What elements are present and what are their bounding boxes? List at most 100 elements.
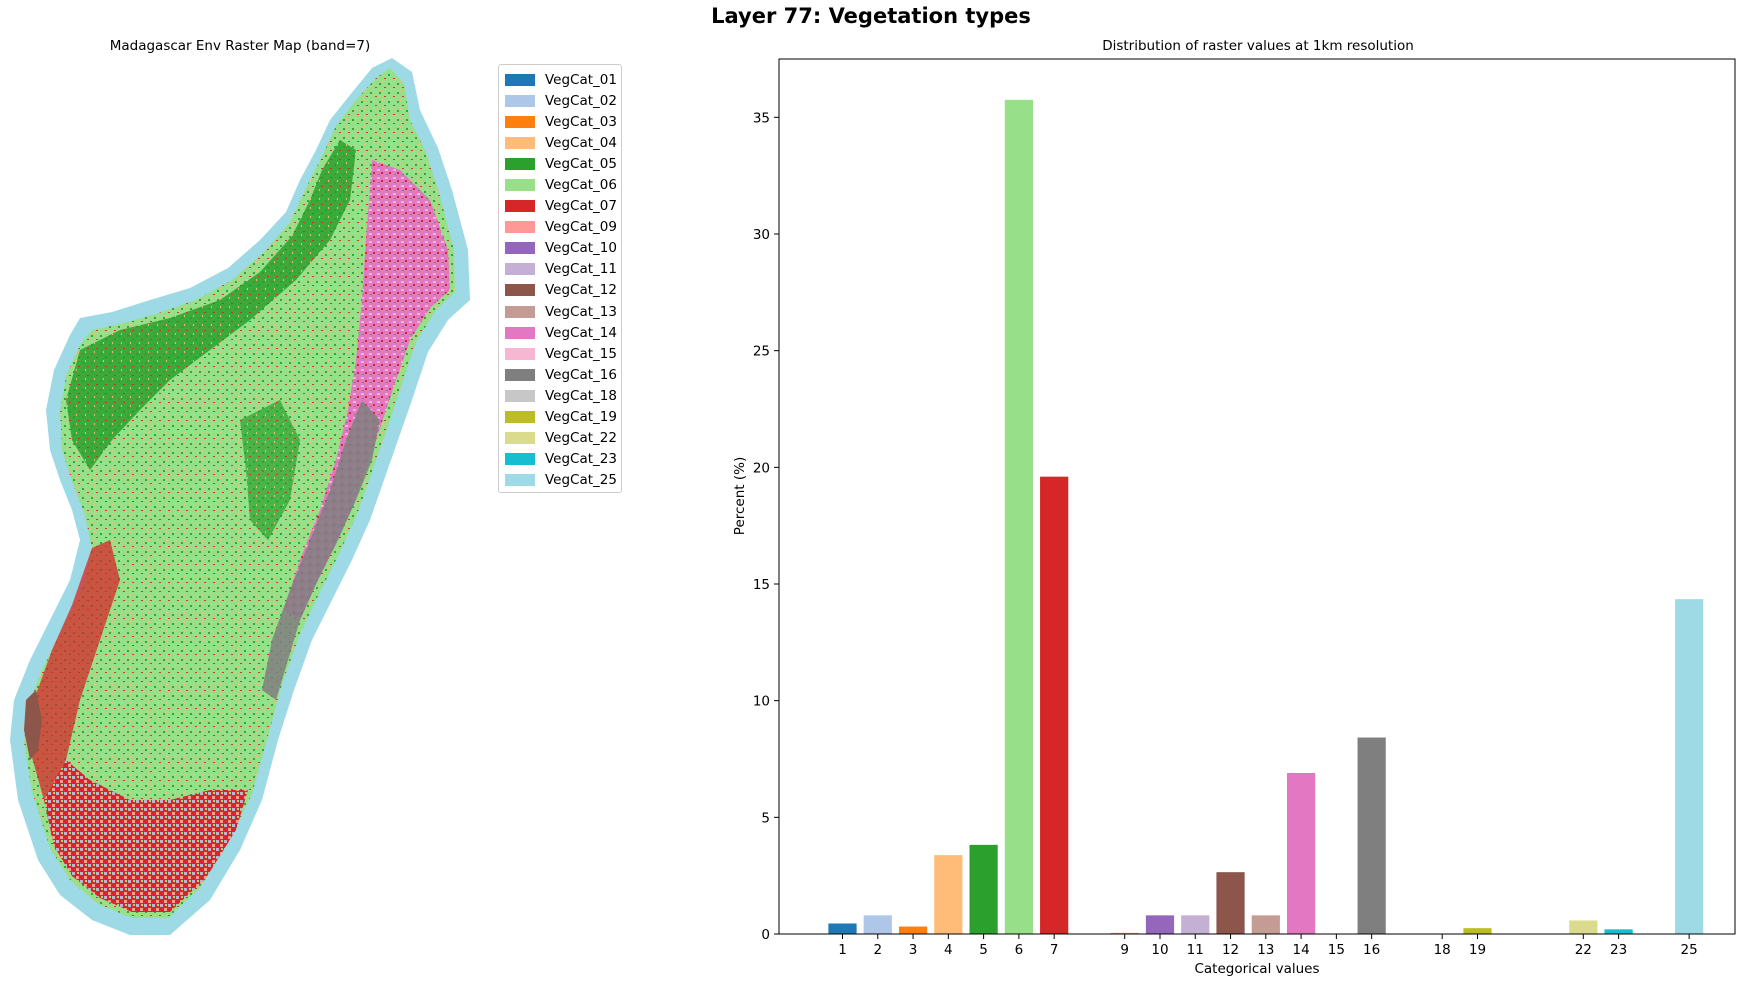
legend-swatch	[505, 157, 535, 170]
legend-item: VegCat_13	[505, 301, 621, 322]
legend-label: VegCat_12	[545, 282, 617, 299]
bar-22	[1569, 920, 1598, 934]
legend-swatch	[505, 389, 535, 402]
legend-label: VegCat_09	[545, 219, 617, 236]
legend-label: VegCat_05	[545, 155, 617, 172]
bar-4	[934, 855, 963, 934]
bar-7	[1040, 476, 1069, 934]
y-axis-label: Percent (%)	[732, 457, 748, 535]
bar-5	[969, 844, 998, 934]
x-tick-label: 9	[1120, 942, 1129, 958]
y-tick-label: 0	[761, 927, 770, 943]
x-axis-label: Categorical values	[1194, 961, 1319, 977]
legend-item: VegCat_07	[505, 196, 621, 217]
vegetation-map	[10, 58, 470, 935]
x-tick-label: 10	[1151, 942, 1168, 958]
legend-swatch	[505, 136, 535, 149]
x-tick-label: 19	[1469, 942, 1486, 958]
y-tick-label: 25	[753, 344, 770, 360]
legend-item: VegCat_03	[505, 111, 621, 132]
legend-swatch	[505, 94, 535, 107]
legend-label: VegCat_10	[545, 240, 617, 257]
legend-swatch	[505, 200, 535, 213]
x-tick-label: 13	[1257, 942, 1274, 958]
x-tick-label: 22	[1575, 942, 1592, 958]
x-tick-label: 18	[1434, 942, 1451, 958]
legend-label: VegCat_18	[545, 387, 617, 404]
bar-14	[1286, 773, 1316, 934]
legend-item: VegCat_06	[505, 174, 621, 195]
map-east-grey	[262, 400, 380, 700]
figure-title: Layer 77: Vegetation types	[711, 4, 1031, 28]
legend-item: VegCat_14	[505, 322, 621, 343]
legend-swatch	[505, 347, 535, 360]
y-tick-label: 35	[753, 110, 770, 126]
legend-item: VegCat_11	[505, 259, 621, 280]
legend-swatch	[505, 453, 535, 466]
legend-label: VegCat_01	[545, 71, 617, 88]
x-tick-label: 6	[1015, 942, 1024, 958]
legend-label: VegCat_14	[545, 324, 617, 341]
legend-label: VegCat_13	[545, 303, 617, 320]
map-legend: VegCat_01 VegCat_02 VegCat_03 VegCat_04 VegC…	[498, 64, 622, 493]
map-mixed-texture	[24, 68, 455, 918]
legend-swatch	[505, 221, 535, 234]
legend-label: VegCat_11	[545, 261, 617, 278]
legend-label: VegCat_03	[545, 113, 617, 130]
legend-swatch	[505, 368, 535, 381]
legend-swatch	[505, 115, 535, 128]
x-tick-label: 16	[1363, 942, 1380, 958]
legend-item: VegCat_22	[505, 428, 621, 449]
x-tick-label: 14	[1293, 942, 1310, 958]
bar-13	[1251, 915, 1280, 934]
x-tick-label: 7	[1050, 942, 1059, 958]
map-brown-patch	[24, 690, 42, 760]
legend-swatch	[505, 411, 535, 424]
bar-9	[1110, 932, 1139, 934]
legend-label: VegCat_06	[545, 177, 617, 194]
legend-swatch	[505, 263, 535, 276]
x-tick-label: 3	[909, 942, 918, 958]
y-tick-label: 10	[753, 694, 770, 710]
x-tick-label: 2	[873, 942, 882, 958]
bar-1	[828, 923, 857, 934]
legend-swatch	[505, 242, 535, 255]
map-south-mixed	[44, 760, 248, 912]
legend-item: VegCat_15	[505, 343, 621, 364]
bar-3	[898, 926, 928, 934]
legend-label: VegCat_16	[545, 366, 617, 383]
bar-11	[1181, 915, 1210, 934]
legend-swatch	[505, 179, 535, 192]
x-tick-label: 11	[1187, 942, 1204, 958]
legend-label: VegCat_25	[545, 472, 617, 489]
y-tick-label: 5	[761, 810, 770, 826]
bar-10	[1145, 915, 1175, 934]
legend-label: VegCat_22	[545, 430, 617, 447]
legend-item: VegCat_18	[505, 385, 621, 406]
legend-swatch	[505, 305, 535, 318]
x-tick-label: 5	[979, 942, 988, 958]
bar-chart-title: Distribution of raster values at 1km res…	[1102, 38, 1414, 54]
legend-item: VegCat_23	[505, 449, 621, 470]
x-tick-label: 4	[944, 942, 953, 958]
bar-23	[1604, 929, 1633, 934]
legend-item: VegCat_19	[505, 407, 621, 428]
legend-item: VegCat_01	[505, 69, 621, 90]
bar-25	[1675, 599, 1704, 934]
legend-label: VegCat_04	[545, 134, 617, 151]
bar-19	[1463, 928, 1492, 934]
legend-item: VegCat_02	[505, 90, 621, 111]
legend-swatch	[505, 284, 535, 297]
x-tick-label: 12	[1222, 942, 1239, 958]
plot-frame	[778, 58, 1736, 935]
bar-16	[1357, 737, 1386, 934]
legend-label: VegCat_07	[545, 198, 617, 215]
map-title: Madagascar Env Raster Map (band=7)	[109, 38, 371, 54]
bar-12	[1216, 872, 1245, 934]
map-red-west	[30, 540, 120, 820]
x-tick-label: 23	[1610, 942, 1627, 958]
legend-item: VegCat_05	[505, 153, 621, 174]
bar-2	[863, 915, 892, 934]
bar-6	[1004, 99, 1033, 935]
legend-swatch	[505, 474, 535, 487]
